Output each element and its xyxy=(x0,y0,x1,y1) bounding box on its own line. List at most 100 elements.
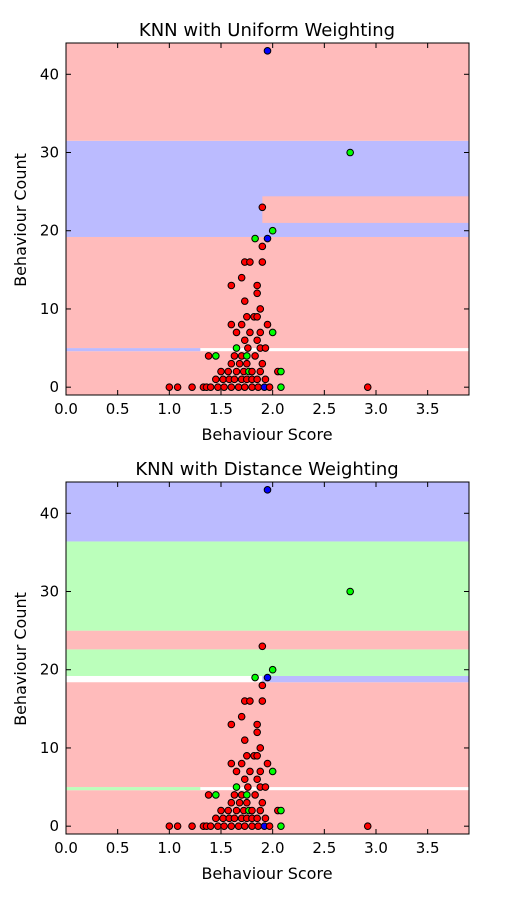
x-tick-label: 0.0 xyxy=(54,400,78,418)
point-red xyxy=(251,791,259,799)
x-tick-label: 3.0 xyxy=(364,839,388,857)
point-blue xyxy=(263,234,272,243)
point-blue xyxy=(263,47,272,55)
point-green xyxy=(268,665,277,674)
region-green xyxy=(66,649,469,676)
point-red xyxy=(256,744,265,752)
point-red xyxy=(232,367,241,376)
point-red xyxy=(227,359,236,368)
point-red xyxy=(253,814,261,823)
point-red xyxy=(227,720,236,729)
point-red xyxy=(363,822,372,830)
point-red xyxy=(243,798,251,807)
x-tick-label: 1.5 xyxy=(209,839,233,857)
point-red xyxy=(254,383,263,391)
x-tick-label: 0.5 xyxy=(106,839,130,857)
point-red xyxy=(258,359,267,368)
y-tick-label: 40 xyxy=(40,65,59,83)
point-red xyxy=(265,822,274,830)
point-red xyxy=(263,759,272,768)
point-red xyxy=(219,814,227,823)
point-red xyxy=(165,822,174,830)
point-red xyxy=(234,822,243,830)
point-green xyxy=(277,822,285,830)
point-red xyxy=(232,767,241,776)
point-red xyxy=(363,383,372,391)
decision-regions xyxy=(66,482,469,834)
point-red xyxy=(258,642,267,651)
point-green xyxy=(243,791,251,799)
point-red xyxy=(227,281,236,290)
point-red xyxy=(227,320,236,329)
point-red xyxy=(240,736,249,744)
point-red xyxy=(240,775,249,784)
point-red xyxy=(248,383,256,391)
y-tick-label: 30 xyxy=(40,144,59,162)
point-red xyxy=(258,258,267,266)
point-red xyxy=(246,767,254,776)
point-red xyxy=(248,806,256,815)
chart-title: KNN with Distance Weighting xyxy=(135,459,398,480)
point-red xyxy=(188,383,196,391)
point-red xyxy=(258,242,267,251)
point-red xyxy=(240,297,249,305)
point-green xyxy=(212,352,220,360)
decision-regions xyxy=(66,43,469,395)
point-red xyxy=(261,375,270,384)
point-red xyxy=(235,798,244,807)
y-axis-label: Behaviour Count xyxy=(11,592,30,726)
x-tick-label: 2.0 xyxy=(261,839,285,857)
y-tick-label: 0 xyxy=(49,378,59,396)
x-tick-label: 0.0 xyxy=(54,839,78,857)
point-blue xyxy=(263,486,272,494)
point-red xyxy=(188,822,196,830)
region-green xyxy=(66,787,201,791)
point-red xyxy=(258,203,267,212)
point-green xyxy=(268,226,277,235)
y-tick-label: 0 xyxy=(49,817,59,835)
distance-weighting-chart: KNN with Distance Weighting Behaviour Sc… xyxy=(11,459,470,883)
point-green xyxy=(243,352,251,360)
point-red xyxy=(212,814,220,823)
point-red xyxy=(232,328,241,337)
point-red xyxy=(204,352,213,360)
point-red xyxy=(235,359,244,368)
point-red xyxy=(256,367,265,376)
point-red xyxy=(214,383,222,391)
region-red xyxy=(66,236,469,349)
region-red xyxy=(262,196,469,223)
x-axis-label: Behaviour Score xyxy=(201,864,332,883)
point-red xyxy=(217,367,225,376)
point-red xyxy=(227,822,236,830)
point-red xyxy=(261,783,270,791)
point-red xyxy=(224,806,233,815)
point-red xyxy=(243,359,251,368)
y-tick-label: 20 xyxy=(40,222,59,240)
point-red xyxy=(173,822,182,830)
point-red xyxy=(237,273,246,282)
region-blue xyxy=(66,348,201,352)
point-red xyxy=(212,375,220,384)
uniform-weighting-chart: KNN with Uniform Weighting Behaviour Sco… xyxy=(11,20,470,444)
y-tick-label: 40 xyxy=(40,504,59,522)
point-red xyxy=(253,312,261,321)
plot-frame xyxy=(65,42,470,396)
point-red xyxy=(253,775,261,784)
point-red xyxy=(220,383,228,391)
point-red xyxy=(253,281,261,290)
x-tick-label: 1.5 xyxy=(209,400,233,418)
point-green xyxy=(346,587,354,596)
point-red xyxy=(256,305,265,313)
point-green xyxy=(232,344,241,352)
point-red xyxy=(214,822,222,830)
point-red xyxy=(234,383,243,391)
point-red xyxy=(253,289,261,298)
point-red xyxy=(263,320,272,329)
point-red xyxy=(230,352,239,360)
point-red xyxy=(243,751,251,760)
point-red xyxy=(227,759,236,768)
point-green xyxy=(251,673,259,682)
point-red xyxy=(258,697,267,705)
point-green xyxy=(277,383,285,391)
